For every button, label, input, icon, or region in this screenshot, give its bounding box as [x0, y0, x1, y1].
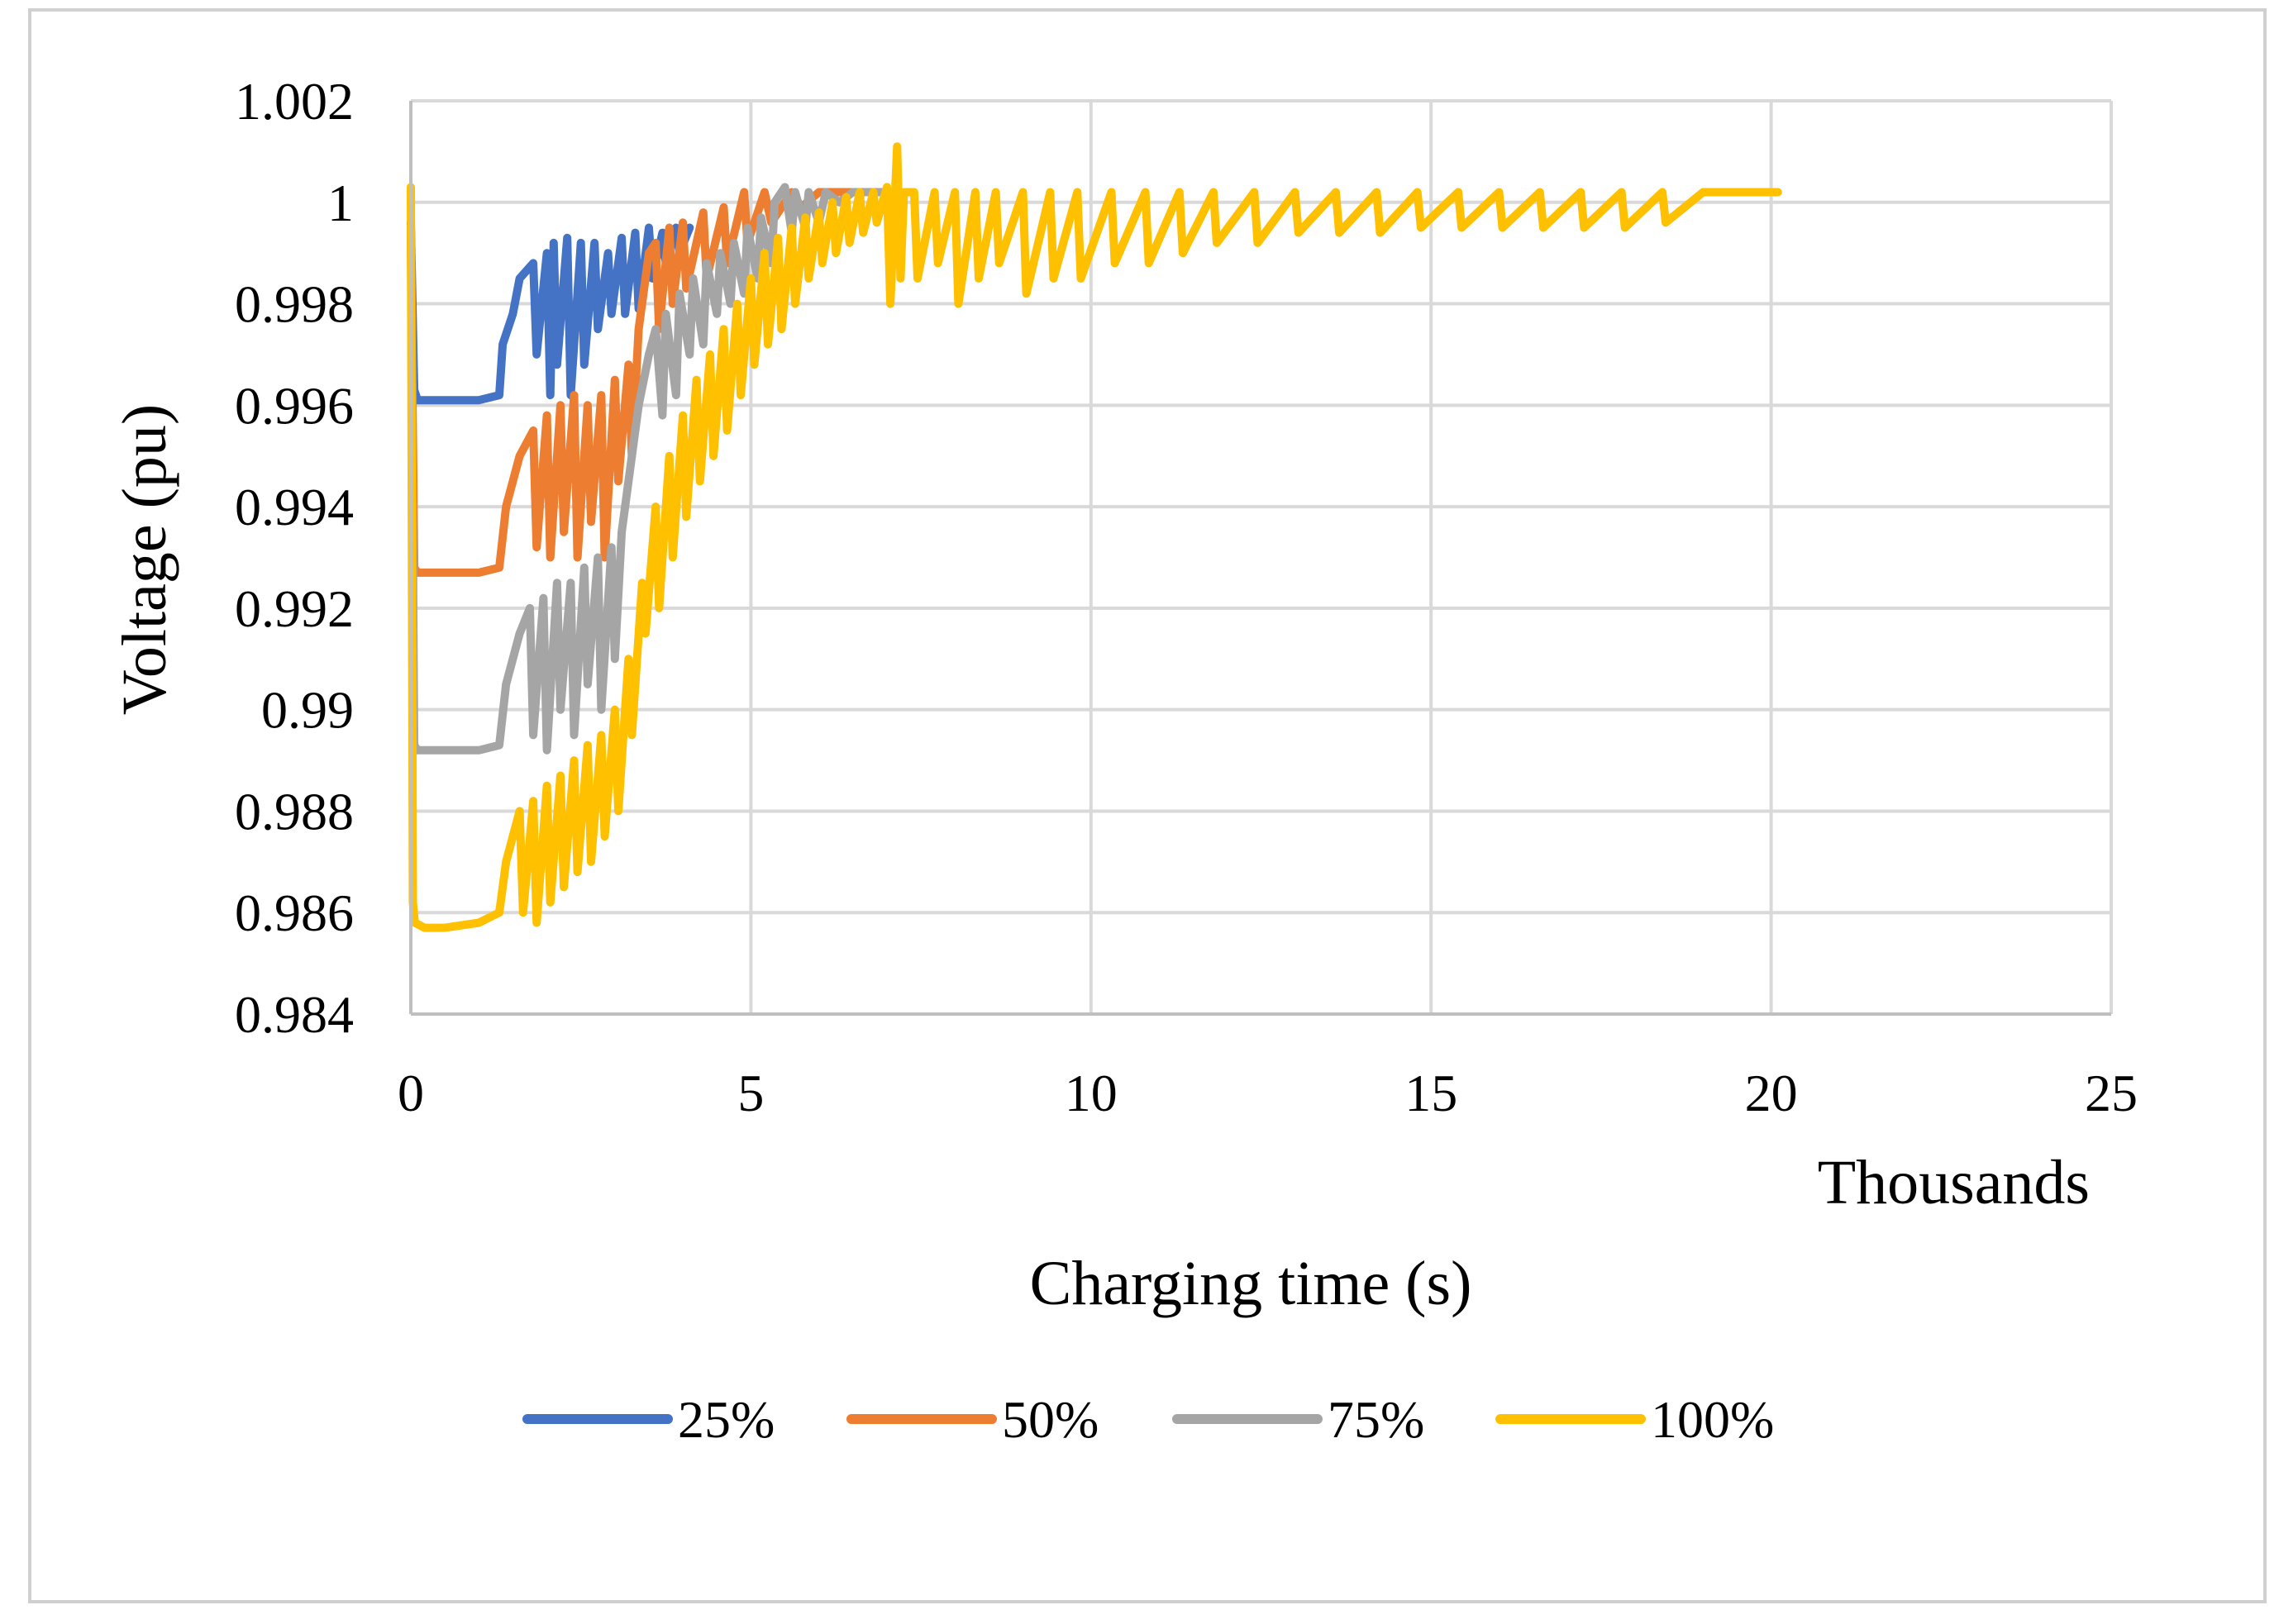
y-tick-label: 0.984: [235, 985, 354, 1044]
tick-labels: 0.984 0.986 0.988 0.99 0.992 0.994 0.996 0.998 1…: [235, 72, 2138, 1122]
series-line-50pct: [407, 188, 857, 577]
y-tick-label: 0.99: [261, 681, 354, 740]
legend-label: 75%: [1328, 1390, 1424, 1449]
legend-label: 100%: [1651, 1390, 1774, 1449]
y-tick-label: 0.992: [235, 579, 354, 638]
x-tick-label: 0: [398, 1064, 424, 1122]
y-axis-title: Voltage (pu): [110, 404, 179, 715]
x-axis-title: Charging time (s): [1030, 1249, 1472, 1318]
x-tick-label: 25: [2085, 1064, 2138, 1122]
chart-border: [28, 8, 2267, 1603]
legend-label: 25%: [678, 1390, 775, 1449]
legend-label: 50%: [1002, 1390, 1099, 1449]
x-axis-unit-label: Thousands: [1818, 1148, 2090, 1217]
y-tick-label: 0.994: [235, 478, 354, 536]
y-tick-label: 0.986: [235, 883, 354, 942]
x-tick-label: 15: [1404, 1064, 1457, 1122]
x-tick-label: 10: [1065, 1064, 1118, 1122]
axes: [409, 101, 2111, 1016]
y-tick-label: 0.998: [235, 275, 354, 334]
legend: 25% 50% 75% 100%: [522, 1390, 1774, 1449]
series-line-75pct: [407, 183, 891, 755]
y-tick-label: 1.002: [235, 72, 354, 131]
x-tick-label: 5: [737, 1064, 764, 1122]
y-tick-label: 0.996: [235, 376, 354, 435]
series-line-100pct: [407, 142, 1782, 932]
x-tick-label: 20: [1745, 1064, 1798, 1122]
y-tick-label: 1: [327, 174, 354, 232]
series-lines: [407, 142, 1782, 932]
y-tick-label: 0.988: [235, 782, 354, 841]
